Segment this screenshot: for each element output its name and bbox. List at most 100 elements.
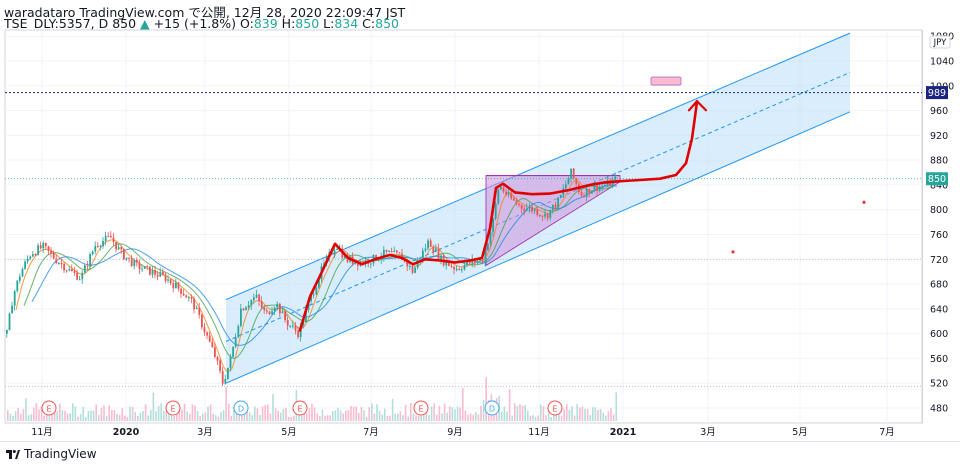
candle-body <box>554 204 557 208</box>
candle-body <box>276 303 279 308</box>
candle-body <box>240 308 242 326</box>
volume-bar <box>66 413 69 421</box>
candle-body <box>414 267 416 273</box>
tradingview-logo[interactable]: TradingView <box>6 447 97 461</box>
price-chart[interactable]: E E D E E D E 480 520 560 600 640 680 720 760 800 840 88… <box>0 0 960 441</box>
volume-bar <box>144 404 147 421</box>
candle-body <box>21 268 24 277</box>
candle-body <box>141 268 143 270</box>
price-tick-label: 760 <box>930 230 948 241</box>
ticker-label: TSE_DLY:5357, D <box>4 16 109 31</box>
event-marker-label: E <box>170 405 175 414</box>
candle-body <box>406 260 409 267</box>
candle-body <box>437 248 440 260</box>
forecast-arrowhead[interactable] <box>687 99 708 112</box>
volume-bar <box>209 404 212 421</box>
volume-bar <box>72 403 74 421</box>
time-axis[interactable]: 11月 2020 3月 5月 7月 9月 11月 2021 3月 5月 7月 <box>31 427 895 438</box>
volume-bar <box>79 413 82 421</box>
volume-bar <box>329 415 331 421</box>
price-tick-label: 920 <box>930 131 948 142</box>
volume-bar <box>610 408 612 421</box>
volume-bar <box>204 412 207 421</box>
high-value: 850 <box>295 16 320 31</box>
forecast-drawing[interactable] <box>298 100 699 332</box>
candle-body <box>146 266 149 268</box>
candle-body <box>409 266 411 268</box>
volume-bar <box>230 415 233 421</box>
candle-body <box>110 236 112 238</box>
candle-body <box>497 189 500 204</box>
candle-body <box>289 325 292 327</box>
future-price-label[interactable] <box>650 76 682 86</box>
candle-body <box>16 280 19 292</box>
volume-bar <box>298 414 300 421</box>
volume-bar <box>20 413 22 421</box>
volume-bar <box>449 406 451 421</box>
volume-bar <box>139 412 142 421</box>
candle-body <box>6 329 8 334</box>
time-tick-label: 11月 <box>528 427 550 438</box>
candle-body <box>11 305 13 314</box>
volume-bar <box>259 415 261 421</box>
volume-bar <box>360 406 363 421</box>
volume-bar <box>501 412 503 421</box>
volume-bar <box>464 410 467 421</box>
volume-bar <box>519 404 521 421</box>
candle-body <box>211 341 214 348</box>
candle-body <box>354 262 357 264</box>
time-tick-label: 5月 <box>281 427 297 438</box>
candle-body <box>242 308 245 311</box>
channel-lower-line[interactable] <box>225 111 851 384</box>
volume-bar <box>308 408 311 421</box>
volume-bar <box>142 410 144 421</box>
price-axis[interactable]: 480 520 560 600 640 680 720 760 800 840 880 920 960 1… <box>922 30 955 423</box>
volume-bar <box>121 408 123 421</box>
volume-bar <box>69 413 71 421</box>
candle-body <box>115 241 117 250</box>
volume-bar <box>417 415 420 421</box>
high-label: H: <box>281 16 296 31</box>
candle-body <box>138 262 141 270</box>
volume-bar <box>225 386 227 421</box>
price-tick-label: 960 <box>930 106 948 117</box>
candle-body <box>297 330 299 338</box>
volume-bar <box>129 406 131 421</box>
candle-body <box>55 258 58 264</box>
volume-bar <box>537 415 539 421</box>
candle-body <box>333 249 336 254</box>
volume-bar <box>326 414 329 421</box>
volume-bar <box>64 410 66 421</box>
low-value: 834 <box>334 16 359 31</box>
volume-bar <box>160 403 162 421</box>
candle-body <box>536 209 539 216</box>
volume-bar <box>25 398 27 421</box>
candle-body <box>156 274 159 277</box>
volume-bar <box>90 410 92 421</box>
volume-bar <box>597 409 599 421</box>
candle-body <box>523 208 526 211</box>
volume-bar <box>170 410 173 421</box>
volume-bar <box>150 410 152 421</box>
volume-bar <box>365 416 368 421</box>
volume-bar <box>137 415 139 421</box>
volume-bar <box>243 408 246 421</box>
volume-bar <box>35 403 38 421</box>
candle-body <box>479 259 481 261</box>
volume-bar <box>108 405 110 421</box>
volume-bar <box>334 410 337 421</box>
currency-label: JPY <box>933 38 947 48</box>
volume-bar <box>402 415 404 421</box>
volume-bar <box>462 387 464 421</box>
volume-bar <box>545 415 547 421</box>
volume-bar <box>412 413 415 421</box>
candle-body <box>390 251 393 253</box>
candle-body <box>336 249 338 251</box>
candle-body <box>232 346 234 357</box>
volume-bar <box>503 406 506 421</box>
price-label-box <box>926 172 948 186</box>
candle-body <box>492 218 494 232</box>
volume-bar <box>12 415 14 421</box>
volume-bar <box>581 406 584 421</box>
